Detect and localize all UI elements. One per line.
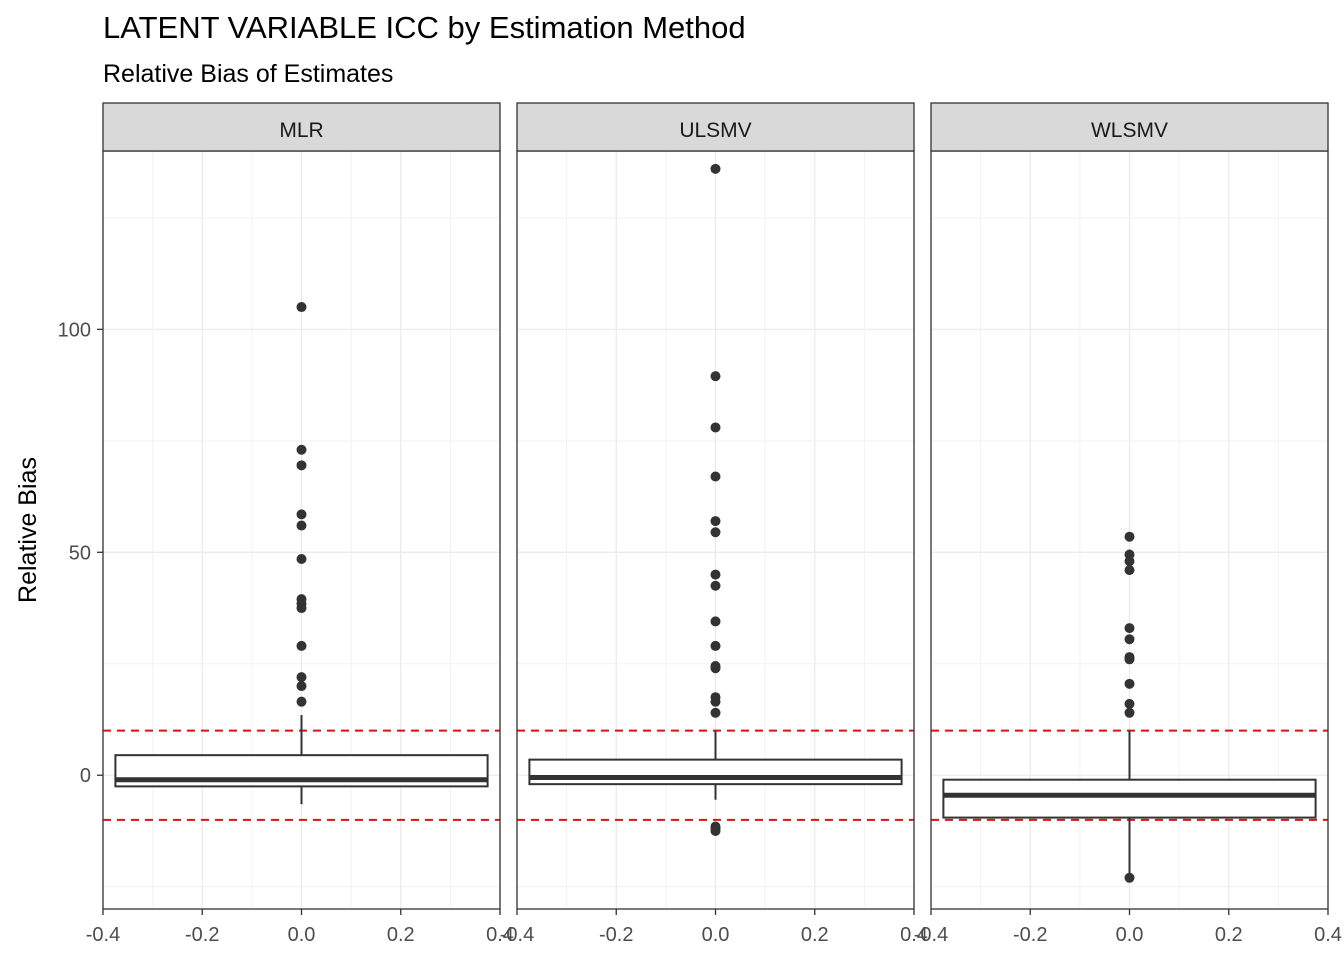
- x-tick-label: 0.0: [1116, 924, 1144, 946]
- x-tick-label: 0.0: [702, 924, 730, 946]
- box: [942, 778, 1317, 819]
- y-tick-label: 100: [58, 319, 91, 341]
- chart-title: LATENT VARIABLE ICC by Estimation Method: [103, 10, 746, 45]
- outlier-point: [296, 553, 307, 564]
- x-tick-label: 0.0: [288, 924, 316, 946]
- x-tick-label: 0.2: [801, 924, 829, 946]
- facet-strip: [930, 102, 1329, 152]
- outlier-point: [1124, 872, 1135, 883]
- outlier-point: [296, 681, 307, 692]
- outlier-point: [296, 460, 307, 471]
- outlier-point: [710, 663, 721, 674]
- outlier-point: [1124, 678, 1135, 689]
- chart-subtitle: Relative Bias of Estimates: [103, 60, 394, 88]
- facet-label: MLR: [279, 119, 323, 142]
- panel-wlsmv: WLSMV -0.4 -0.2 0.0 0.2 0.4: [914, 102, 1342, 946]
- y-axis-label: Relative Bias: [14, 457, 42, 603]
- outlier-point: [1124, 707, 1135, 718]
- outlier-point: [710, 422, 721, 433]
- x-tick-label: 0.2: [1215, 924, 1243, 946]
- x-tick-label: 0.2: [387, 924, 415, 946]
- outlier-point: [710, 163, 721, 174]
- y-tick-label: 0: [80, 765, 91, 787]
- outlier-point: [710, 569, 721, 580]
- outlier-point: [710, 707, 721, 718]
- outlier-point: [1124, 531, 1135, 542]
- facet-label: ULSMV: [679, 119, 751, 142]
- outlier-point: [296, 520, 307, 531]
- y-tick-label: 50: [69, 542, 91, 564]
- outlier-point: [710, 516, 721, 527]
- x-tick-label: -0.2: [185, 924, 219, 946]
- panel-ulsmv: ULSMV -0.4 -0.2 0.0 0.2 0.4: [500, 102, 928, 946]
- outlier-point: [296, 640, 307, 651]
- outlier-point: [710, 696, 721, 707]
- x-tick-label: 0.4: [1314, 924, 1342, 946]
- x-tick-label: -0.2: [1013, 924, 1047, 946]
- outlier-point: [710, 640, 721, 651]
- outlier-point: [1124, 565, 1135, 576]
- outlier-point: [1124, 623, 1135, 634]
- outlier-point: [1124, 698, 1135, 709]
- outlier-point: [296, 444, 307, 455]
- outlier-point: [710, 580, 721, 591]
- facet-panels: MLR -0.4 -0.2 0.0 0.2 0.4 0 50 100 ULSMV -0.4 -0.2 0…: [58, 102, 1342, 946]
- outlier-point: [296, 603, 307, 614]
- panel-mlr: MLR -0.4 -0.2 0.0 0.2 0.4 0 50 100: [58, 102, 514, 946]
- outlier-point: [296, 509, 307, 520]
- outlier-point: [710, 371, 721, 382]
- facet-strip: [102, 102, 501, 152]
- outlier-point: [1124, 634, 1135, 645]
- outlier-point: [710, 616, 721, 627]
- facet-strip: [516, 102, 915, 152]
- outlier-point: [1124, 556, 1135, 567]
- outlier-point: [296, 696, 307, 707]
- x-tick-label: -0.2: [599, 924, 633, 946]
- x-tick-label: -0.4: [914, 924, 948, 946]
- box: [528, 758, 903, 786]
- facet-label: WLSMV: [1091, 119, 1168, 142]
- x-tick-label: -0.4: [500, 924, 534, 946]
- x-tick-label: 0.4: [900, 924, 928, 946]
- x-tick-label: -0.4: [86, 924, 120, 946]
- outlier-point: [296, 672, 307, 683]
- outlier-point: [1124, 654, 1135, 665]
- outlier-point: [710, 527, 721, 538]
- outlier-point: [710, 825, 721, 836]
- outlier-point: [296, 302, 307, 313]
- x-tick-label: 0.4: [486, 924, 514, 946]
- outlier-point: [710, 471, 721, 482]
